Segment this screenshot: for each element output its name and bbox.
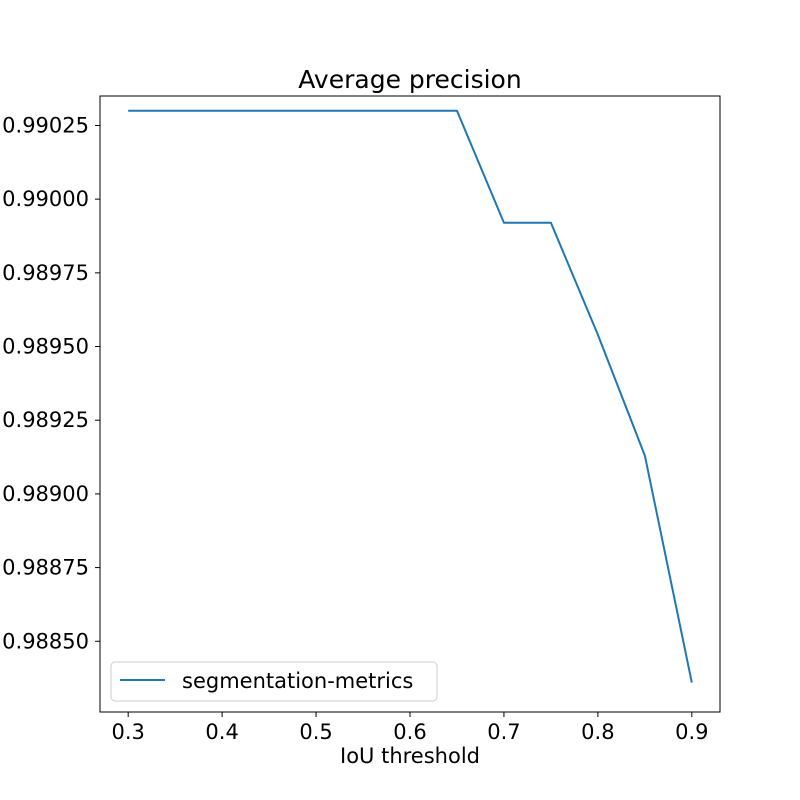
x-tick-label: 0.3	[111, 720, 144, 744]
y-tick-label: 0.98875	[2, 556, 89, 580]
x-tick-label: 0.7	[487, 720, 520, 744]
data-point	[315, 110, 317, 112]
legend-label: segmentation-metrics	[182, 669, 413, 693]
y-tick-label: 0.98975	[2, 261, 89, 285]
data-point	[127, 110, 129, 112]
legend-box	[110, 661, 438, 702]
y-tick-label: 0.98850	[2, 629, 89, 653]
series-layer	[127, 109, 693, 684]
y-tick-label: 0.99025	[2, 113, 89, 137]
data-point	[221, 110, 223, 112]
x-tick-label: 0.8	[581, 720, 614, 744]
data-point	[174, 110, 176, 112]
y-tick-label: 0.98925	[2, 408, 89, 432]
data-point	[597, 334, 599, 336]
chart-title: Average precision	[298, 65, 521, 94]
x-tick-label: 0.4	[205, 720, 238, 744]
plot-frame	[99, 95, 721, 713]
y-axis: 0.98850 0.98875 0.98900 0.98925 0.98950 0.989…	[2, 113, 100, 653]
x-tick-label: 0.6	[393, 720, 426, 744]
y-tick-label: 0.98900	[2, 482, 89, 506]
x-tick-label: 0.5	[299, 720, 332, 744]
legend: segmentation-metrics	[110, 661, 438, 702]
series-line-segmentation-metrics	[128, 109, 693, 683]
data-point	[362, 110, 364, 112]
y-tick-label: 0.99000	[2, 187, 89, 211]
data-point	[503, 222, 505, 224]
data-point	[409, 110, 411, 112]
x-tick-label: 0.9	[675, 720, 708, 744]
data-point	[691, 682, 693, 684]
data-point	[456, 110, 458, 112]
data-point	[268, 110, 270, 112]
x-axis-label: IoU threshold	[340, 744, 480, 768]
data-point	[550, 222, 552, 224]
y-tick-label: 0.98950	[2, 335, 89, 359]
x-axis: 0.3 0.4 0.5 0.6 0.7 0.8 0.9	[111, 712, 709, 744]
data-point	[644, 455, 646, 457]
